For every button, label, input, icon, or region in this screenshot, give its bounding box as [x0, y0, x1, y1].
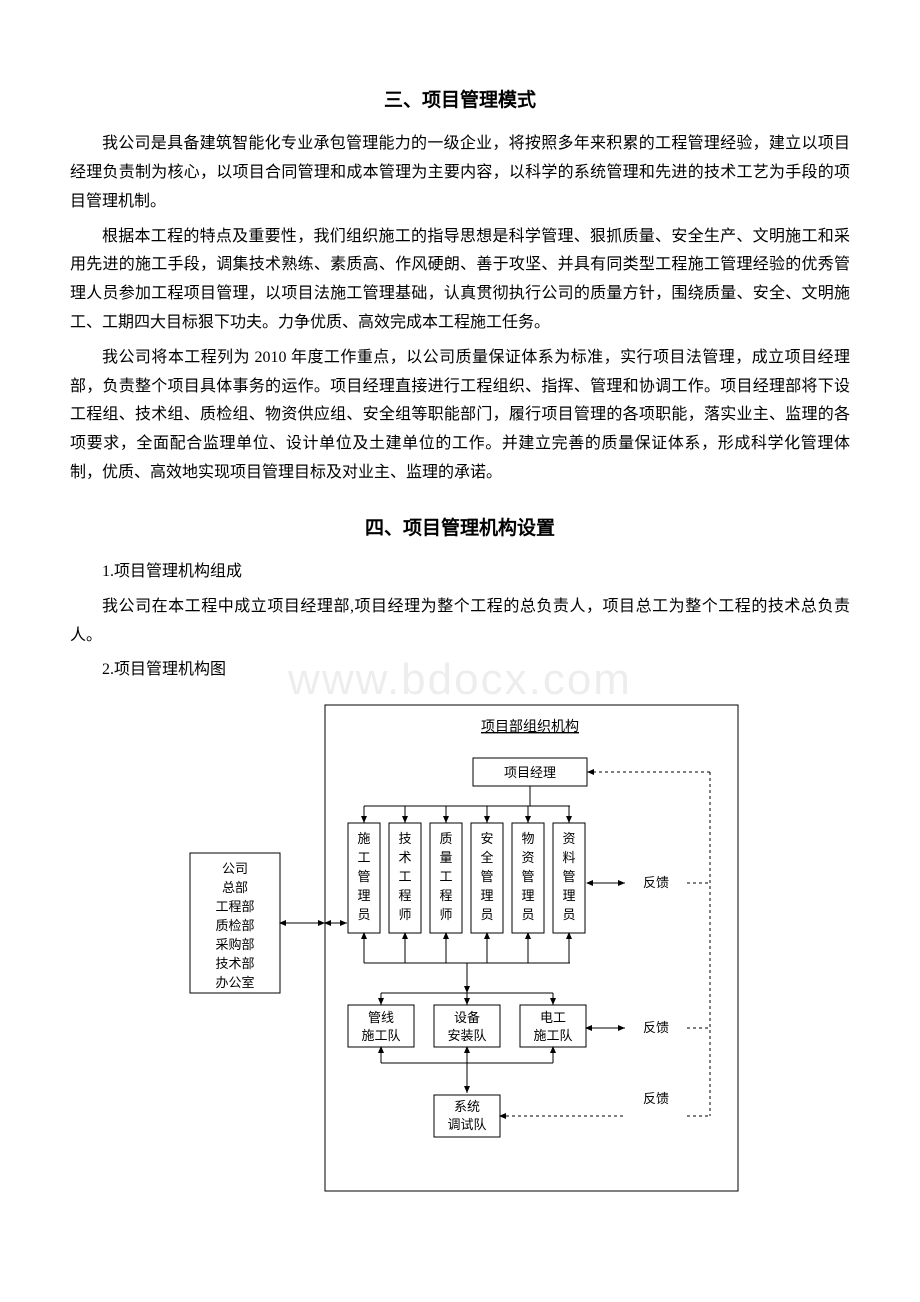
svg-text:术: 术	[398, 850, 411, 865]
svg-text:工: 工	[357, 850, 370, 865]
section2-item2: 2.项目管理机构图	[70, 656, 850, 685]
svg-text:员: 员	[562, 907, 575, 922]
section1-para3: 我公司将本工程列为 2010 年度工作重点，以公司质量保证体系为标准，实行项目法…	[70, 344, 850, 488]
svg-text:资: 资	[521, 850, 534, 865]
section2-heading: 四、项目管理机构设置	[70, 512, 850, 546]
svg-text:师: 师	[398, 907, 411, 922]
svg-text:程: 程	[439, 888, 452, 903]
svg-text:资: 资	[562, 831, 575, 846]
svg-text:物: 物	[521, 831, 534, 846]
svg-text:员: 员	[480, 907, 493, 922]
svg-text:反馈: 反馈	[643, 875, 669, 890]
svg-text:管线: 管线	[368, 1010, 394, 1025]
svg-text:工程部: 工程部	[215, 899, 254, 914]
svg-text:理: 理	[521, 888, 534, 903]
svg-text:量: 量	[439, 850, 452, 865]
svg-text:技术部: 技术部	[215, 956, 254, 971]
svg-text:质检部: 质检部	[215, 918, 254, 933]
svg-text:施工队: 施工队	[533, 1028, 572, 1043]
svg-text:施: 施	[357, 831, 370, 846]
svg-text:质: 质	[439, 831, 452, 846]
svg-text:理: 理	[357, 888, 370, 903]
pm-label: 项目经理	[504, 765, 556, 780]
section1-heading: 三、项目管理模式	[70, 84, 850, 118]
section1-para1: 我公司是具备建筑智能化专业承包管理能力的一级企业，将按照多年来积累的工程管理经验…	[70, 130, 850, 216]
svg-text:安装队: 安装队	[447, 1028, 486, 1043]
svg-text:师: 师	[439, 907, 452, 922]
svg-text:设备: 设备	[454, 1010, 480, 1025]
debug-line1: 系统	[454, 1099, 480, 1114]
svg-text:施工队: 施工队	[361, 1028, 400, 1043]
svg-text:理: 理	[562, 888, 575, 903]
svg-text:理: 理	[480, 888, 493, 903]
debug-line2: 调试队	[447, 1117, 486, 1132]
svg-text:办公室: 办公室	[215, 975, 254, 990]
svg-text:管: 管	[562, 869, 575, 884]
svg-text:工: 工	[398, 869, 411, 884]
svg-text:采购部: 采购部	[215, 937, 254, 952]
section2-item1: 1.项目管理机构组成	[70, 558, 850, 587]
section2-para1: 我公司在本工程中成立项目经理部,项目经理为整个工程的总负责人，项目总工为整个工程…	[70, 593, 850, 651]
svg-text:反馈: 反馈	[643, 1091, 669, 1106]
svg-text:料: 料	[562, 850, 575, 865]
svg-text:员: 员	[357, 907, 370, 922]
svg-text:管: 管	[521, 869, 534, 884]
diagram-title: 项目部组织机构	[481, 719, 579, 735]
team-row: 管线施工队 设备安装队 电工施工队	[348, 1005, 586, 1047]
svg-text:工: 工	[439, 869, 452, 884]
svg-text:安: 安	[480, 831, 493, 846]
svg-text:公司: 公司	[222, 861, 248, 876]
svg-text:总部: 总部	[222, 880, 248, 895]
svg-text:电工: 电工	[540, 1010, 566, 1025]
section1-para2: 根据本工程的特点及重要性，我们组织施工的指导思想是科学管理、狠抓质量、安全生产、…	[70, 223, 850, 338]
svg-text:程: 程	[398, 888, 411, 903]
svg-text:技: 技	[398, 831, 411, 846]
svg-text:管: 管	[357, 869, 370, 884]
svg-text:反馈: 反馈	[643, 1020, 669, 1035]
svg-text:员: 员	[521, 907, 534, 922]
org-chart: 项目部组织机构 项目经理 施工管理员技术工程师质量工程师安全管理员物资管理员资料…	[180, 703, 740, 1193]
svg-text:管: 管	[480, 869, 493, 884]
svg-text:全: 全	[480, 850, 493, 865]
